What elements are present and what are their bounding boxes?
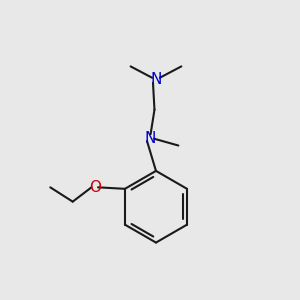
Text: N: N bbox=[144, 130, 156, 146]
Text: O: O bbox=[89, 180, 101, 195]
Text: N: N bbox=[150, 72, 162, 87]
